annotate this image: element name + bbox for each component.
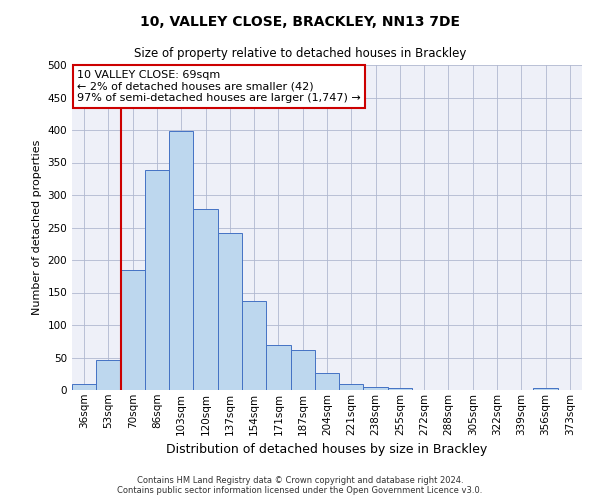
Bar <box>218 232 242 390</box>
Bar <box>193 210 218 390</box>
Bar <box>315 373 339 390</box>
Text: 10, VALLEY CLOSE, BRACKLEY, NN13 7DE: 10, VALLEY CLOSE, BRACKLEY, NN13 7DE <box>140 15 460 29</box>
Text: Size of property relative to detached houses in Brackley: Size of property relative to detached ho… <box>134 48 466 60</box>
Bar <box>96 360 121 390</box>
X-axis label: Distribution of detached houses by size in Brackley: Distribution of detached houses by size … <box>166 443 488 456</box>
Bar <box>388 388 412 390</box>
Bar <box>339 384 364 390</box>
Bar <box>72 384 96 390</box>
Text: 10 VALLEY CLOSE: 69sqm
← 2% of detached houses are smaller (42)
97% of semi-deta: 10 VALLEY CLOSE: 69sqm ← 2% of detached … <box>77 70 361 103</box>
Bar <box>145 170 169 390</box>
Y-axis label: Number of detached properties: Number of detached properties <box>32 140 42 315</box>
Bar <box>533 388 558 390</box>
Bar <box>290 350 315 390</box>
Bar <box>121 270 145 390</box>
Bar <box>169 132 193 390</box>
Bar <box>242 301 266 390</box>
Bar <box>266 344 290 390</box>
Text: Contains HM Land Registry data © Crown copyright and database right 2024.
Contai: Contains HM Land Registry data © Crown c… <box>118 476 482 495</box>
Bar <box>364 387 388 390</box>
